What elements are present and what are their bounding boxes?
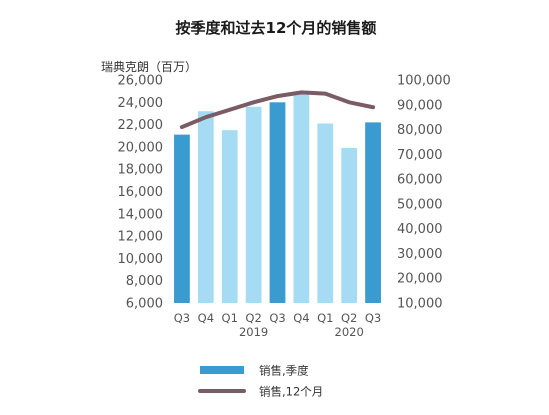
line-series-12-month xyxy=(179,90,376,130)
unit-label: 瑞典克朗（百万） xyxy=(101,60,197,74)
bar-8 xyxy=(341,148,358,303)
x-tick-label: Q3 xyxy=(365,311,381,325)
y-right-tick-label: 30,000 xyxy=(397,247,443,262)
y-left-tick-label: 10,000 xyxy=(118,252,164,267)
y-right-tick-label: 70,000 xyxy=(397,148,443,163)
y-right-tick-label: 90,000 xyxy=(397,98,443,113)
y-left-tick-label: 26,000 xyxy=(118,74,164,89)
x-tick-label: Q3 xyxy=(269,311,285,325)
bar-9 xyxy=(365,122,381,304)
x-tick-label: Q3 xyxy=(174,311,190,325)
bar-1 xyxy=(174,134,190,303)
bars-layer xyxy=(174,92,381,304)
y-right-tick-label: 20,000 xyxy=(397,272,443,287)
y-left-tick-label: 8,000 xyxy=(126,274,163,289)
x-tick-label: Q2 xyxy=(245,311,261,325)
y-left-tick-label: 12,000 xyxy=(118,230,164,245)
x-tick-label: Q1 xyxy=(317,311,333,325)
x-tick-label: Q2 xyxy=(341,311,357,325)
axes-layer: 6,000 8,000 10,000 12,000 14,000 16,000 18,000… xyxy=(118,74,451,312)
y-left-tick-label: 16,000 xyxy=(118,185,164,200)
x-tick-label: Q4 xyxy=(198,311,214,325)
bar-2 xyxy=(197,111,214,303)
line-layer xyxy=(179,90,376,130)
y-right-tick-label: 60,000 xyxy=(397,173,443,188)
y-left-tick-label: 24,000 xyxy=(118,96,164,111)
year-label: 2019 xyxy=(239,325,268,339)
bar-5 xyxy=(269,102,286,303)
x-tick-label: Q1 xyxy=(222,311,238,325)
x-tick-label: Q4 xyxy=(293,311,309,325)
y-right-tick-label: 80,000 xyxy=(397,123,443,138)
bar-4 xyxy=(245,106,262,303)
y-right-tick-label: 10,000 xyxy=(397,297,443,312)
bar-7 xyxy=(317,123,334,303)
y-left-tick-label: 22,000 xyxy=(118,118,164,133)
y-left-tick-label: 6,000 xyxy=(126,297,163,312)
y-right-tick-label: 50,000 xyxy=(397,197,443,212)
bar-3 xyxy=(221,130,238,303)
y-left-tick-label: 18,000 xyxy=(118,163,164,178)
y-right-tick-label: 100,000 xyxy=(397,74,451,89)
bar-6 xyxy=(293,92,310,304)
chart-title: 按季度和过去12个月的销售额 xyxy=(176,19,377,37)
legend-swatch-bar xyxy=(200,366,244,374)
legend-label: 销售,12个月 xyxy=(259,385,323,399)
year-label: 2020 xyxy=(335,325,364,339)
y-right-tick-label: 40,000 xyxy=(397,222,443,237)
y-left-tick-label: 20,000 xyxy=(118,140,164,155)
legend-label: 销售,季度 xyxy=(259,364,309,378)
y-left-tick-label: 14,000 xyxy=(118,207,164,222)
